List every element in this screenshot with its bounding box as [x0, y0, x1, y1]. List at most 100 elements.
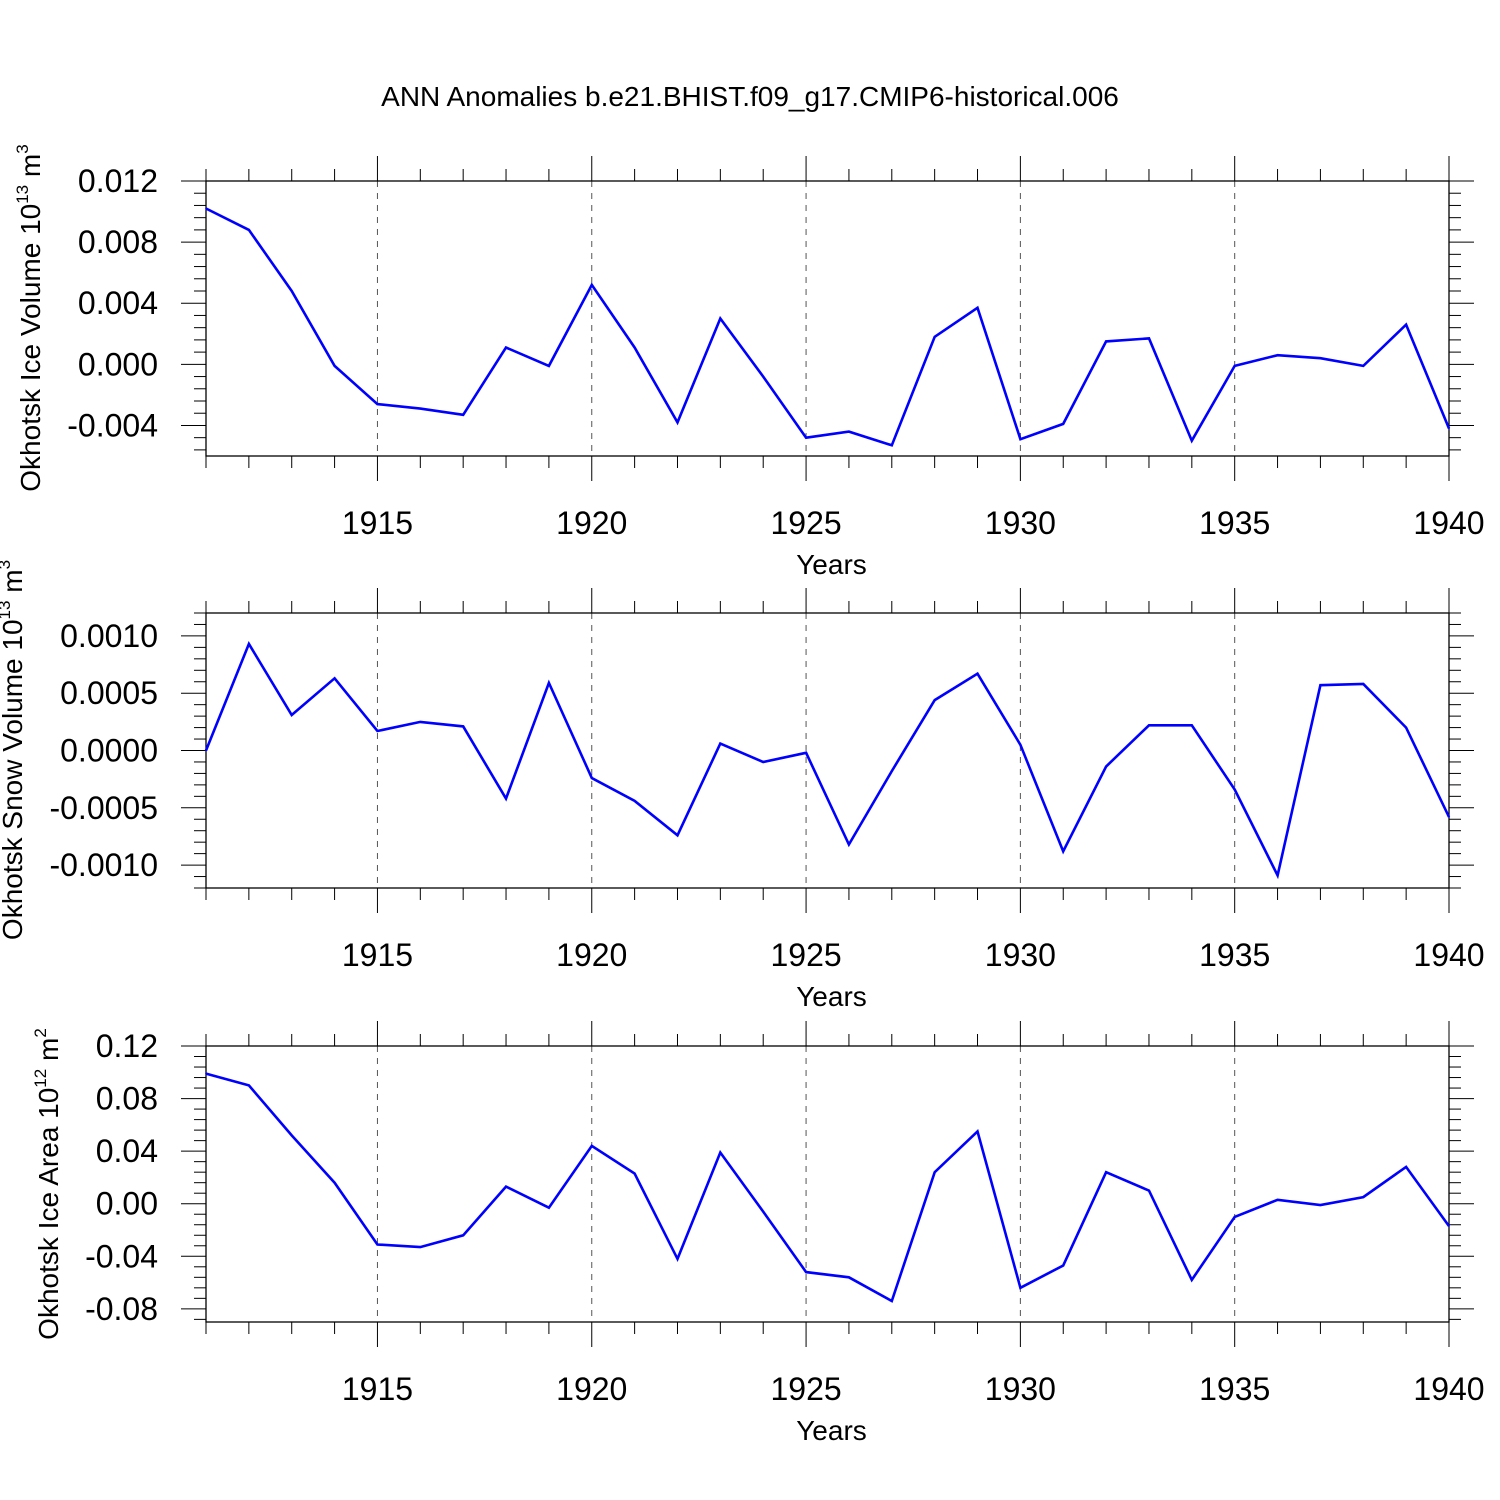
x-tick-label: 1925: [770, 937, 841, 973]
y-tick-label: 0.0000: [60, 733, 158, 769]
data-point: [1362, 1196, 1365, 1198]
y-axis-title-unit: m: [33, 1038, 64, 1069]
data-point: [676, 421, 679, 424]
x-axis-title: Years: [796, 549, 867, 580]
data-point: [1362, 365, 1365, 367]
data-point: [376, 403, 379, 405]
x-tick-label: 1935: [1199, 937, 1270, 973]
data-point: [590, 777, 593, 779]
x-tick-label: 1930: [985, 937, 1056, 973]
x-axis-title: Years: [796, 981, 867, 1012]
data-point: [805, 436, 807, 439]
data-point: [1062, 423, 1065, 425]
data-point: [1319, 1204, 1322, 1206]
data-point: [1148, 724, 1150, 727]
data-point: [1062, 1264, 1065, 1267]
data-point: [462, 725, 464, 728]
x-tick-label: 1920: [556, 505, 627, 541]
data-point: [505, 346, 507, 349]
data-point: [290, 1134, 293, 1137]
x-tick-label: 1915: [342, 505, 413, 541]
y-axis-title: Okhotsk Ice Area 1012 m2: [31, 1028, 64, 1340]
y-axis-title-exponent: 13: [0, 601, 14, 620]
y-tick-label: 0.004: [78, 285, 158, 321]
y-tick-label: 0.08: [96, 1081, 158, 1117]
data-point: [762, 375, 765, 378]
data-point: [290, 714, 293, 716]
data-point: [890, 770, 893, 772]
panel-1: 1915 1920 1925 1930 1935 1940 0.012 0.008 0.004 0…: [13, 144, 1485, 580]
data-point: [462, 1234, 464, 1237]
y-tick-label: 0.000: [78, 346, 158, 382]
data-point: [1191, 724, 1193, 727]
data-point: [248, 1084, 250, 1087]
data-point: [505, 1185, 507, 1188]
data-point: [419, 721, 422, 723]
y-axis-title-unit: m: [0, 569, 28, 600]
x-tick-label: 1935: [1199, 1371, 1270, 1407]
data-point: [376, 1243, 379, 1246]
data-point: [1019, 1287, 1022, 1289]
data-point: [805, 1271, 807, 1273]
y-tick-label: 0.00: [96, 1186, 158, 1222]
data-point: [1276, 354, 1279, 356]
data-point: [376, 730, 379, 732]
y-axis-title-unit-exponent: 2: [31, 1028, 50, 1037]
data-point: [719, 1151, 722, 1154]
data-point: [548, 1206, 550, 1209]
data-point: [805, 751, 807, 754]
x-tick-label: 1930: [985, 1371, 1056, 1407]
x-tick-label: 1930: [985, 505, 1056, 541]
y-axis-title-exponent: 12: [31, 1069, 50, 1088]
data-point: [1405, 323, 1407, 326]
data-point: [676, 834, 679, 837]
x-tick-label: 1940: [1413, 1371, 1484, 1407]
chart-title: ANN Anomalies b.e21.BHIST.f09_g17.CMIP6-…: [381, 81, 1119, 112]
data-point: [1276, 1198, 1279, 1201]
data-point: [1448, 427, 1450, 430]
data-point: [676, 1258, 679, 1260]
series-line: [204, 640, 1451, 880]
x-tick-label: 1915: [342, 1371, 413, 1407]
data-point: [633, 1172, 636, 1175]
y-axis-title-main: Okhotsk Snow Volume 10: [0, 619, 28, 940]
data-point: [1105, 765, 1107, 768]
data-point: [248, 643, 250, 645]
data-point: [290, 290, 293, 292]
data-point: [1233, 365, 1236, 367]
data-point: [762, 761, 765, 763]
data-point: [248, 229, 250, 231]
x-tick-label: 1940: [1413, 937, 1484, 973]
y-tick-label: 0.0010: [60, 618, 158, 654]
y-tick-label: 0.012: [78, 163, 158, 199]
data-point: [1105, 1171, 1107, 1173]
data-point: [633, 800, 636, 802]
data-point: [1405, 726, 1407, 729]
data-point: [633, 346, 636, 349]
y-tick-label: -0.0010: [49, 847, 158, 883]
data-point: [205, 749, 207, 752]
x-tick-label: 1925: [770, 505, 841, 541]
x-axis-title: Years: [796, 1415, 867, 1446]
data-point: [890, 1300, 893, 1302]
data-point: [419, 1246, 422, 1248]
data-point: [933, 699, 936, 701]
x-tick-label: 1915: [342, 937, 413, 973]
data-point: [976, 672, 979, 675]
data-point: [548, 682, 550, 684]
series-line: [205, 207, 1451, 447]
y-tick-label: -0.04: [85, 1238, 158, 1274]
data-point: [1276, 874, 1279, 877]
data-point: [848, 843, 850, 846]
plot-frame: [205, 180, 1450, 457]
panel-2: 1915 1920 1925 1930 1935 1940 0.0010 0.0005 0.00…: [0, 560, 1485, 1012]
data-point: [419, 407, 422, 410]
data-point: [1233, 788, 1236, 791]
y-axis-title-main: Okhotsk Ice Volume 10: [15, 204, 46, 492]
y-tick-label: -0.08: [85, 1291, 158, 1327]
y-tick-label: -0.0005: [49, 790, 158, 826]
data-point: [1319, 357, 1322, 360]
data-point: [762, 1210, 765, 1213]
data-point: [1148, 1189, 1150, 1192]
